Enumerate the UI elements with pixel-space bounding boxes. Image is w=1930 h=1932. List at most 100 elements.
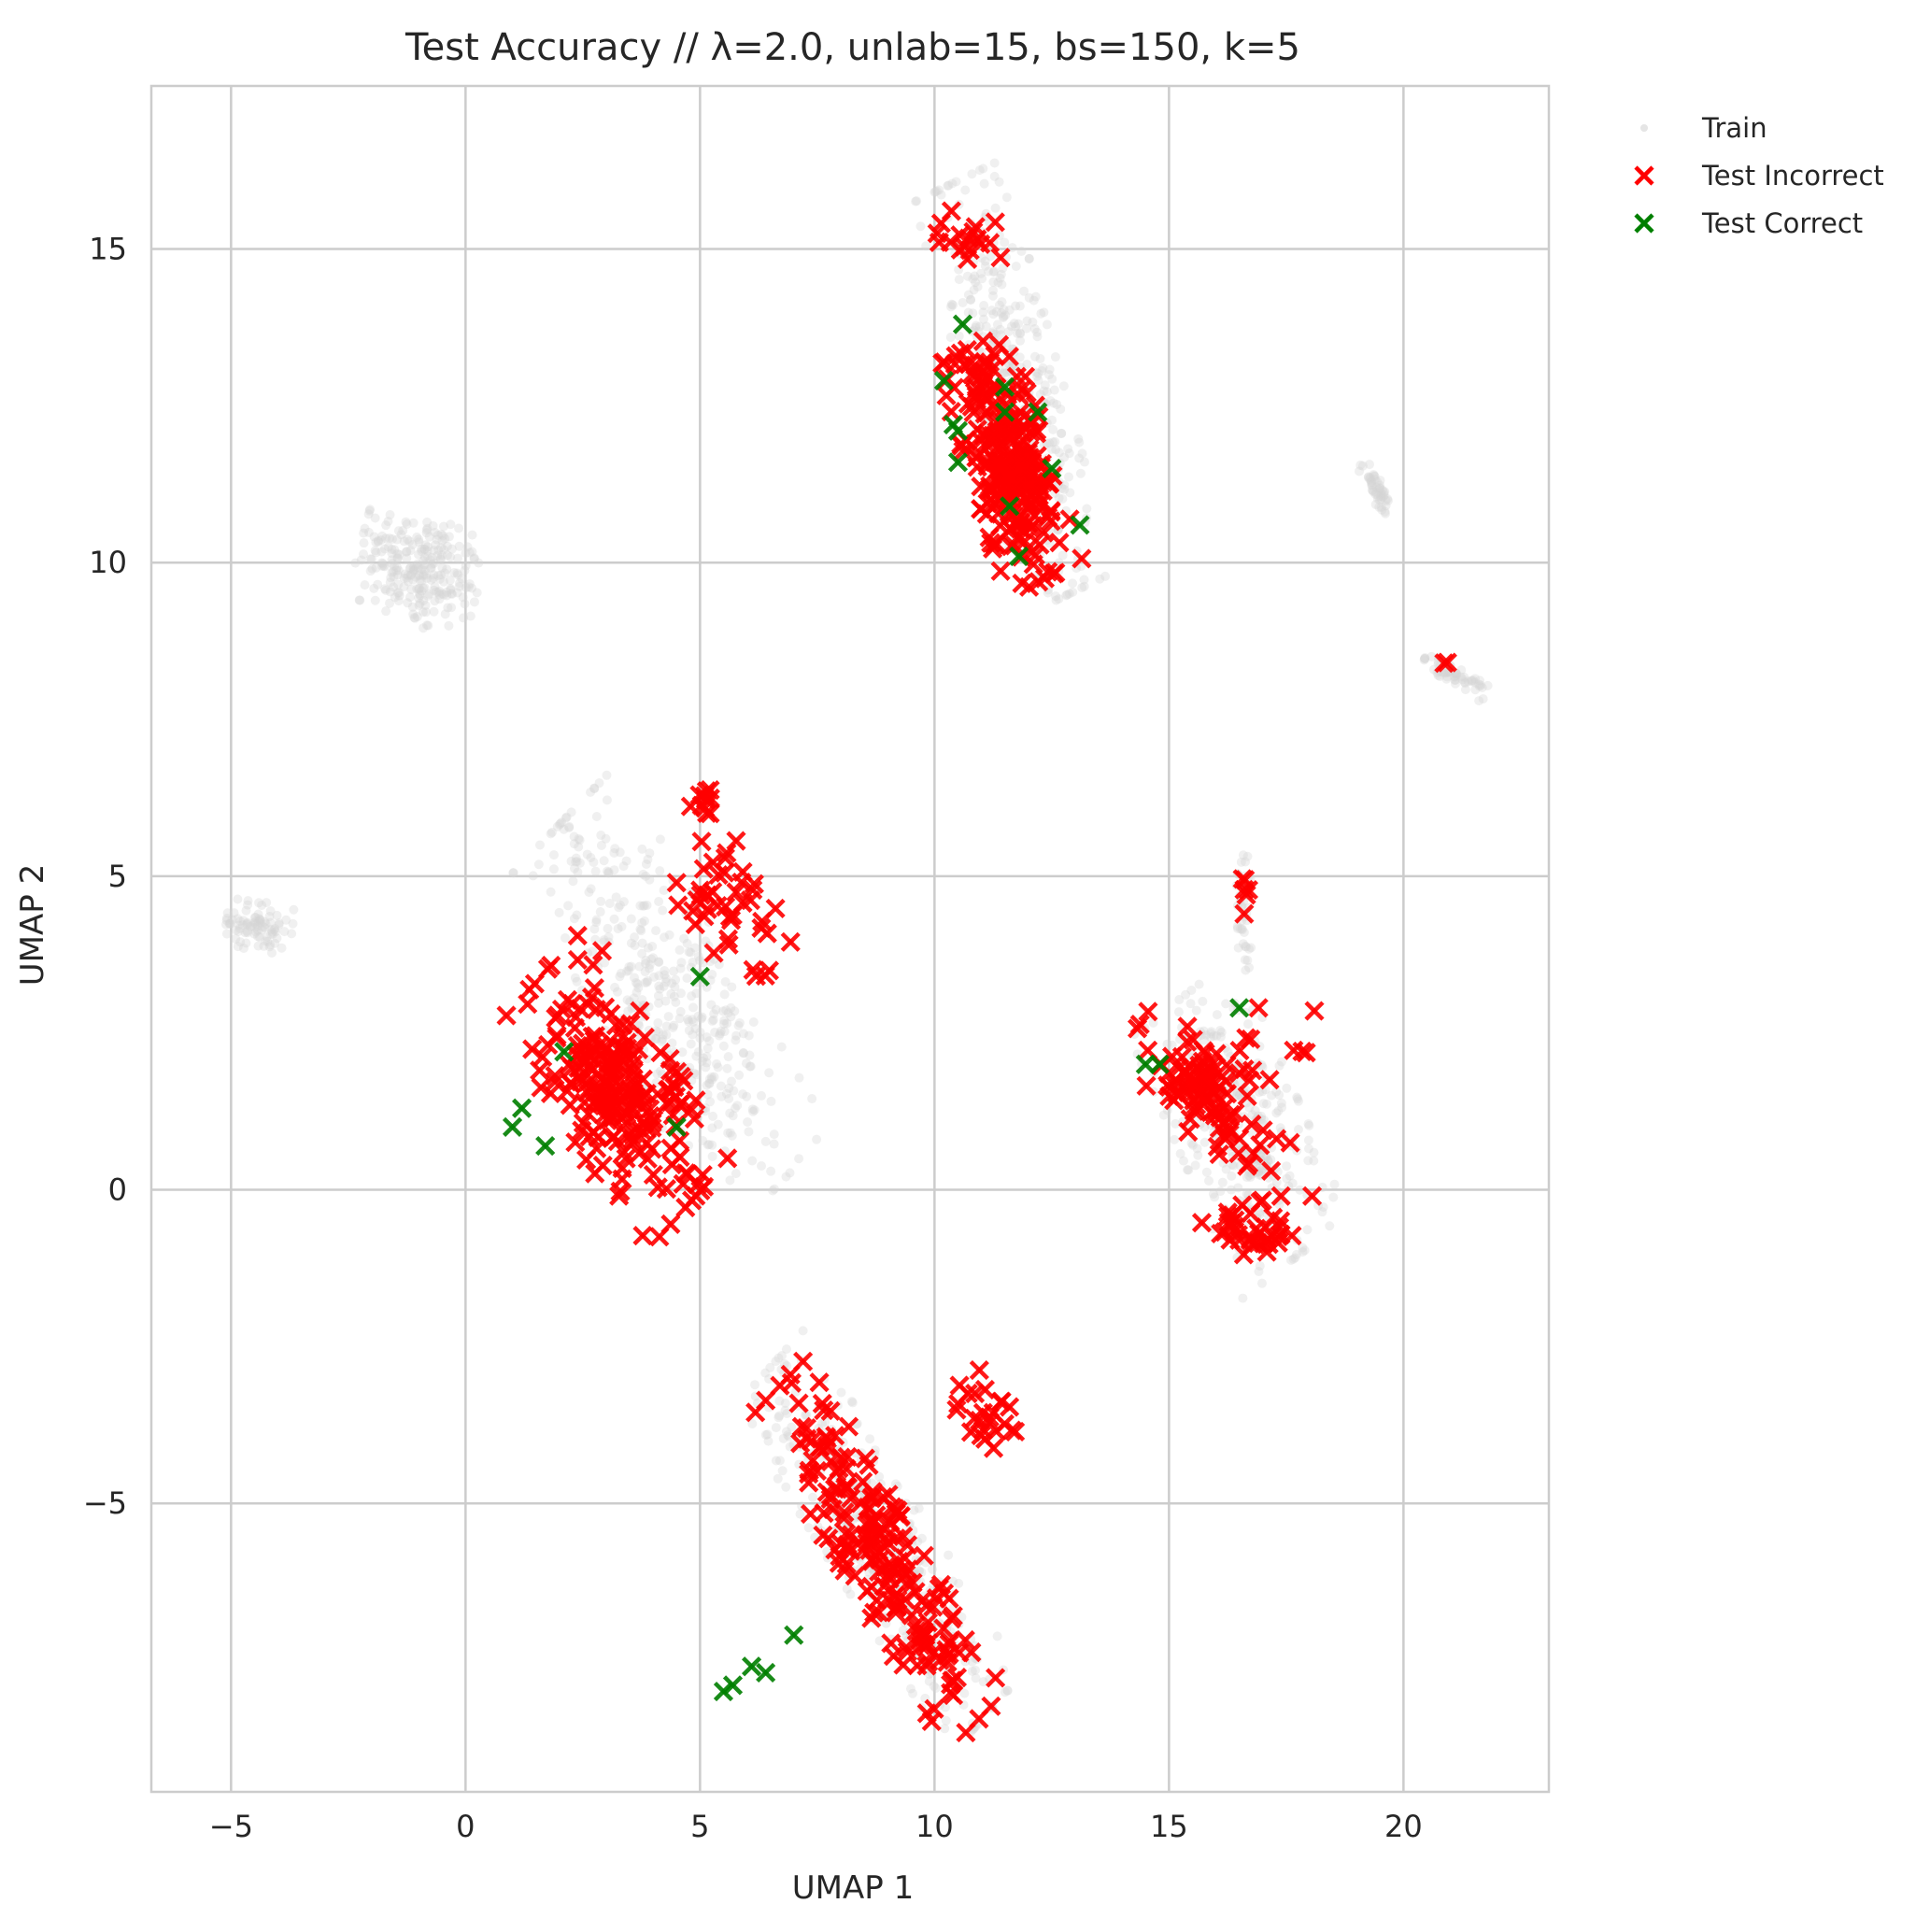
train-point — [699, 1053, 709, 1063]
train-point — [777, 1466, 788, 1476]
chart-title: Test Accuracy // λ=2.0, unlab=15, bs=150… — [404, 26, 1300, 69]
train-point — [842, 1584, 852, 1594]
train-point — [569, 914, 579, 924]
train-point — [469, 597, 479, 607]
train-point — [442, 550, 452, 561]
train-point — [764, 1374, 774, 1385]
train-point — [369, 532, 379, 542]
train-point — [660, 966, 670, 976]
train-point — [272, 910, 282, 920]
train-point — [1303, 1135, 1313, 1145]
train-point — [865, 1434, 875, 1444]
train-point — [766, 1096, 776, 1106]
train-point — [287, 929, 297, 939]
train-point — [392, 553, 403, 563]
train-point — [654, 998, 664, 1008]
train-point — [1079, 457, 1089, 467]
train-point — [774, 1411, 785, 1421]
train-point — [392, 553, 403, 563]
train-point — [781, 1344, 791, 1355]
train-point — [250, 913, 261, 923]
train-point — [410, 613, 420, 623]
train-point — [845, 1589, 856, 1599]
train-point — [1235, 924, 1245, 934]
train-point — [573, 867, 583, 877]
train-point — [586, 852, 596, 862]
train-point — [747, 1419, 758, 1429]
train-point — [417, 575, 427, 586]
train-point — [655, 866, 665, 876]
train-point — [768, 1186, 778, 1196]
train-point — [418, 583, 428, 593]
train-point — [1030, 291, 1041, 302]
train-point — [915, 221, 926, 232]
train-point — [708, 1015, 718, 1025]
train-point — [734, 1017, 745, 1028]
train-point — [454, 541, 464, 551]
train-point — [914, 1503, 924, 1513]
train-point — [766, 1166, 776, 1176]
train-point — [1047, 415, 1057, 425]
train-point — [238, 943, 248, 953]
train-point — [1061, 590, 1071, 601]
train-point — [263, 936, 273, 946]
train-point — [1033, 376, 1043, 386]
x-tick-label: 0 — [456, 1809, 475, 1844]
train-point — [874, 1636, 885, 1646]
train-point — [575, 835, 585, 845]
train-point — [264, 942, 275, 952]
train-point — [440, 533, 450, 544]
train-point — [651, 926, 661, 936]
train-point — [776, 1042, 787, 1052]
train-point — [371, 547, 381, 558]
train-point — [387, 545, 397, 555]
train-point — [378, 559, 389, 569]
train-point — [560, 932, 570, 943]
train-point — [715, 1029, 725, 1039]
train-point — [649, 972, 660, 982]
train-point — [1051, 595, 1061, 605]
train-point — [406, 570, 417, 580]
train-point — [365, 566, 376, 576]
train-point — [401, 547, 411, 557]
train-point — [257, 925, 267, 935]
train-point — [420, 607, 431, 618]
train-point — [389, 582, 399, 592]
train-point — [996, 269, 1006, 279]
train-point — [422, 542, 433, 552]
train-point — [659, 885, 669, 895]
train-point — [426, 563, 436, 574]
train-point — [660, 932, 670, 943]
train-point — [1181, 989, 1191, 1000]
train-point — [599, 856, 609, 866]
train-point — [1302, 1225, 1313, 1235]
train-point — [1255, 1170, 1265, 1180]
train-point — [265, 917, 276, 928]
train-point — [943, 180, 953, 191]
train-point — [738, 1047, 748, 1058]
train-point — [1383, 495, 1393, 505]
train-point — [403, 534, 413, 545]
train-point — [707, 1074, 717, 1085]
train-point — [1271, 1108, 1282, 1118]
train-point — [643, 943, 653, 953]
train-point — [706, 1000, 717, 1010]
train-point — [393, 596, 404, 606]
train-point — [250, 927, 261, 937]
train-point — [453, 553, 463, 563]
train-point — [564, 821, 575, 831]
train-point — [702, 1032, 712, 1043]
train-point — [1285, 1255, 1296, 1265]
train-point — [996, 330, 1006, 340]
train-point — [744, 1127, 754, 1137]
train-point — [1377, 504, 1387, 515]
train-point — [1367, 480, 1377, 490]
train-point — [415, 598, 425, 608]
train-point — [711, 1004, 721, 1015]
train-point — [611, 892, 621, 902]
train-point — [422, 523, 433, 533]
train-point — [1470, 677, 1481, 688]
train-point — [242, 919, 252, 930]
train-point — [941, 1715, 951, 1726]
train-point — [417, 544, 427, 554]
